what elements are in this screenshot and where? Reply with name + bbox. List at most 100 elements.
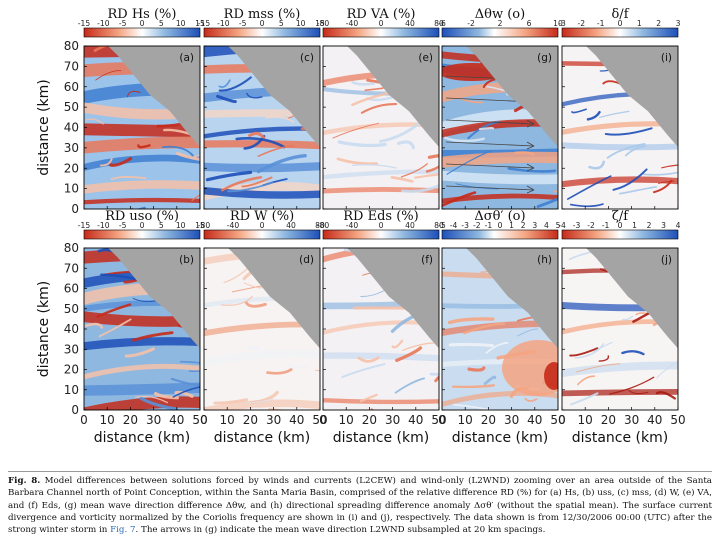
heatmap-streak xyxy=(193,154,200,158)
heatmap-band xyxy=(84,363,200,380)
colorbar-tick-label: -1 xyxy=(485,221,493,230)
heatmap-streak xyxy=(571,108,587,114)
heatmap-streak xyxy=(248,131,266,140)
heatmap-streak xyxy=(427,153,439,159)
heatmap-band xyxy=(84,382,200,396)
heatmap-streak xyxy=(655,391,676,400)
colorbar-tick-label: 15 xyxy=(315,19,325,28)
x-tick-label: 0 xyxy=(319,413,327,427)
y-tick-label: 10 xyxy=(64,182,79,196)
heatmap-streak xyxy=(264,116,295,123)
heatmap-streak xyxy=(257,145,295,157)
colorbar-tick-label: 0 xyxy=(498,221,503,230)
panel-a: (a) RD Hs (%) -15 -10 -5 0 5 10 15 0 10 20 30 40 50 60 7… xyxy=(36,7,205,216)
heatmap-streak xyxy=(514,151,535,156)
heatmap-streak xyxy=(170,377,200,387)
heatmap-streak xyxy=(425,165,439,173)
heatmap-streak xyxy=(624,145,646,157)
y-tick-label: 30 xyxy=(64,342,79,356)
panel-label-c: (c) xyxy=(300,52,314,64)
x-tick-label: 40 xyxy=(408,413,423,427)
y-tick-label: 70 xyxy=(64,261,79,275)
colorbar-tick-label: -1 xyxy=(602,221,610,230)
y-tick-label: 80 xyxy=(64,39,79,53)
colorbar-tick-label: 1 xyxy=(632,221,637,230)
x-tick-label: 10 xyxy=(220,413,235,427)
heatmap-streak xyxy=(99,157,113,167)
direction-arrow xyxy=(445,141,535,147)
heatmap-streak xyxy=(395,346,423,362)
heatmap-streak xyxy=(379,122,420,143)
colorbar-tick-label: 4 xyxy=(676,221,681,230)
heatmap-streak xyxy=(179,360,200,364)
colorbar-tick-label: -1 xyxy=(597,19,605,28)
heatmap-streak xyxy=(98,318,132,338)
heatmap-streak xyxy=(588,160,606,170)
colorbar-tick-label: -40 xyxy=(346,19,359,28)
heatmap-streak xyxy=(628,389,649,395)
heatmap-streak xyxy=(154,391,179,400)
panel-title-d: RD W (%) xyxy=(230,209,294,224)
colorbar-a xyxy=(83,27,201,38)
panel-title-a: RD Hs (%) xyxy=(108,7,177,22)
x-tick-label: 0 xyxy=(80,413,88,427)
heatmap-streak xyxy=(446,150,492,175)
x-axis-label: distance (km) xyxy=(214,430,310,446)
colorbar-i xyxy=(561,27,679,38)
colorbar-tick-label: -5 xyxy=(438,221,446,230)
y-tick-label: 20 xyxy=(64,161,79,175)
x-tick-label: 50 xyxy=(312,413,327,427)
y-tick-label: 80 xyxy=(64,241,79,255)
colorbar-tick-label: 80 xyxy=(434,19,444,28)
heatmap-band xyxy=(204,140,320,150)
heatmap-band xyxy=(204,162,320,173)
heatmap-streak xyxy=(93,46,109,52)
panel-e: (e) RD VA (%) -80 -40 0 40 80 xyxy=(317,7,444,210)
heatmap-streak xyxy=(139,396,179,410)
heatmap-streak xyxy=(96,303,132,319)
heatmap-streak xyxy=(463,322,506,335)
heatmap-streak xyxy=(429,372,439,376)
figure-panels: (a)RD Hs (%)-15 -10 -5 0 5 10 1501020304050607… xyxy=(36,7,686,446)
panel-title-g: Δθw (o) xyxy=(475,7,525,22)
heatmap-streak xyxy=(622,315,634,321)
heatmap-field-d xyxy=(204,248,320,410)
y-tick-label: 30 xyxy=(64,141,79,155)
colorbar-tick-label: 40 xyxy=(405,19,415,28)
heatmap-streak xyxy=(332,122,379,139)
heatmap-band xyxy=(442,193,558,204)
heatmap-streak xyxy=(359,393,378,403)
heatmap-streak xyxy=(657,180,675,184)
panel-label-a: (a) xyxy=(179,52,194,64)
heatmap-streak xyxy=(609,376,655,395)
heatmap-streak xyxy=(672,338,678,341)
x-tick-label: 0 xyxy=(200,413,208,427)
land-mask xyxy=(466,248,558,349)
colorbar-tick-label: 2 xyxy=(656,19,661,28)
colorbar-tick-label: 10 xyxy=(296,19,306,28)
heatmap-streak xyxy=(126,90,141,98)
caption-figure-link[interactable]: Fig. 7 xyxy=(110,525,136,536)
panel-label-f: (f) xyxy=(421,254,433,266)
heatmap-streak xyxy=(191,194,200,202)
heatmap-streak xyxy=(336,157,379,166)
heatmap-streak xyxy=(227,181,274,193)
heatmap-streak xyxy=(360,289,386,297)
colorbar-tick-label: 2 xyxy=(647,221,652,230)
heatmap-streak xyxy=(553,190,558,193)
colorbar-tick-label: -3 xyxy=(573,221,581,230)
colorbar-tick-label: -5 xyxy=(119,19,127,28)
heatmap-streak xyxy=(360,103,398,114)
colorbar-tick-label: -3 xyxy=(461,221,469,230)
heatmap-streak xyxy=(570,392,599,406)
y-tick-label: 0 xyxy=(71,403,79,417)
heatmap-streak xyxy=(442,191,477,207)
x-tick-label: 40 xyxy=(647,413,662,427)
colorbar-tick-label: 5 xyxy=(159,221,164,230)
colorbar-tick-label: 3 xyxy=(532,221,537,230)
panel-title-c: RD mss (%) xyxy=(224,7,301,22)
heatmap-streak xyxy=(536,197,558,208)
heatmap-field-i xyxy=(562,46,678,209)
x-tick-label: 50 xyxy=(670,413,685,427)
panel-title-h: Δσθ′ (o) xyxy=(474,209,525,224)
